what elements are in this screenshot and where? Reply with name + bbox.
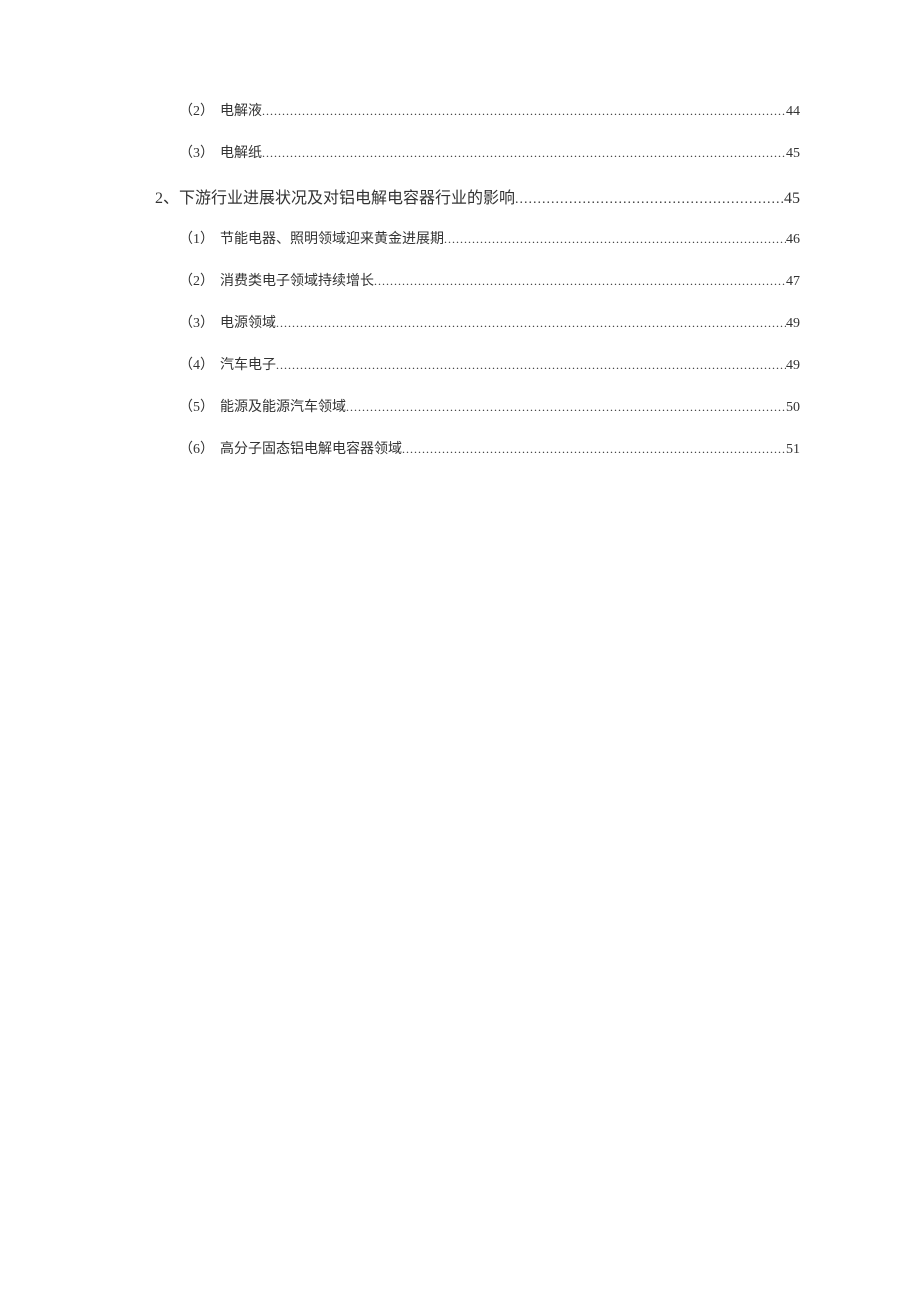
toc-dots <box>262 146 786 161</box>
toc-page: 49 <box>786 316 800 332</box>
toc-dots <box>276 358 786 373</box>
toc-marker: （2） <box>179 100 214 120</box>
toc-label: 电解液 <box>220 100 262 120</box>
toc-label: 下游行业进展状况及对铝电解电容器行业的影响 <box>179 184 515 208</box>
toc-dots <box>515 192 784 208</box>
toc-label: 消费类电子领域持续增长 <box>220 270 374 290</box>
toc-page: 46 <box>786 232 800 248</box>
toc-label: 汽车电子 <box>220 354 276 374</box>
toc-page: 45 <box>784 190 800 208</box>
toc-entry: （1） 节能电器、照明领域迎来黄金进展期 46 <box>155 228 800 248</box>
toc-dots <box>444 232 786 247</box>
toc-entry: （3） 电源领域 49 <box>155 312 800 332</box>
toc-entry: （4） 汽车电子 49 <box>155 354 800 374</box>
toc-dots <box>262 104 786 119</box>
toc-marker: （2） <box>179 270 214 290</box>
toc-entry: （2） 电解液 44 <box>155 100 800 120</box>
toc-section-entry: 2、 下游行业进展状况及对铝电解电容器行业的影响 45 <box>155 184 800 208</box>
toc-dots <box>402 442 786 457</box>
toc-marker: （3） <box>179 142 214 162</box>
toc-marker: （6） <box>179 438 214 458</box>
toc-entry: （2） 消费类电子领域持续增长 47 <box>155 270 800 290</box>
toc-page: 44 <box>786 104 800 120</box>
toc-page: 45 <box>786 146 800 162</box>
toc-label: 高分子固态铝电解电容器领域 <box>220 438 402 458</box>
toc-entry: （6） 高分子固态铝电解电容器领域 51 <box>155 438 800 458</box>
toc-marker: 2、 <box>155 184 179 208</box>
toc-page: 47 <box>786 274 800 290</box>
toc-label: 节能电器、照明领域迎来黄金进展期 <box>220 228 444 248</box>
toc-entry: （5） 能源及能源汽车领域 50 <box>155 396 800 416</box>
toc-entry: （3） 电解纸 45 <box>155 142 800 162</box>
toc-dots <box>276 316 786 331</box>
toc-marker: （4） <box>179 354 214 374</box>
toc-label: 能源及能源汽车领域 <box>220 396 346 416</box>
toc-container: （2） 电解液 44 （3） 电解纸 45 2、 下游行业进展状况及对铝电解电容… <box>155 100 800 458</box>
toc-marker: （1） <box>179 228 214 248</box>
toc-dots <box>346 400 786 415</box>
toc-marker: （3） <box>179 312 214 332</box>
toc-dots <box>374 274 786 289</box>
toc-label: 电解纸 <box>220 142 262 162</box>
toc-page: 50 <box>786 400 800 416</box>
toc-label: 电源领域 <box>220 312 276 332</box>
toc-page: 49 <box>786 358 800 374</box>
toc-marker: （5） <box>179 396 214 416</box>
toc-page: 51 <box>786 442 800 458</box>
